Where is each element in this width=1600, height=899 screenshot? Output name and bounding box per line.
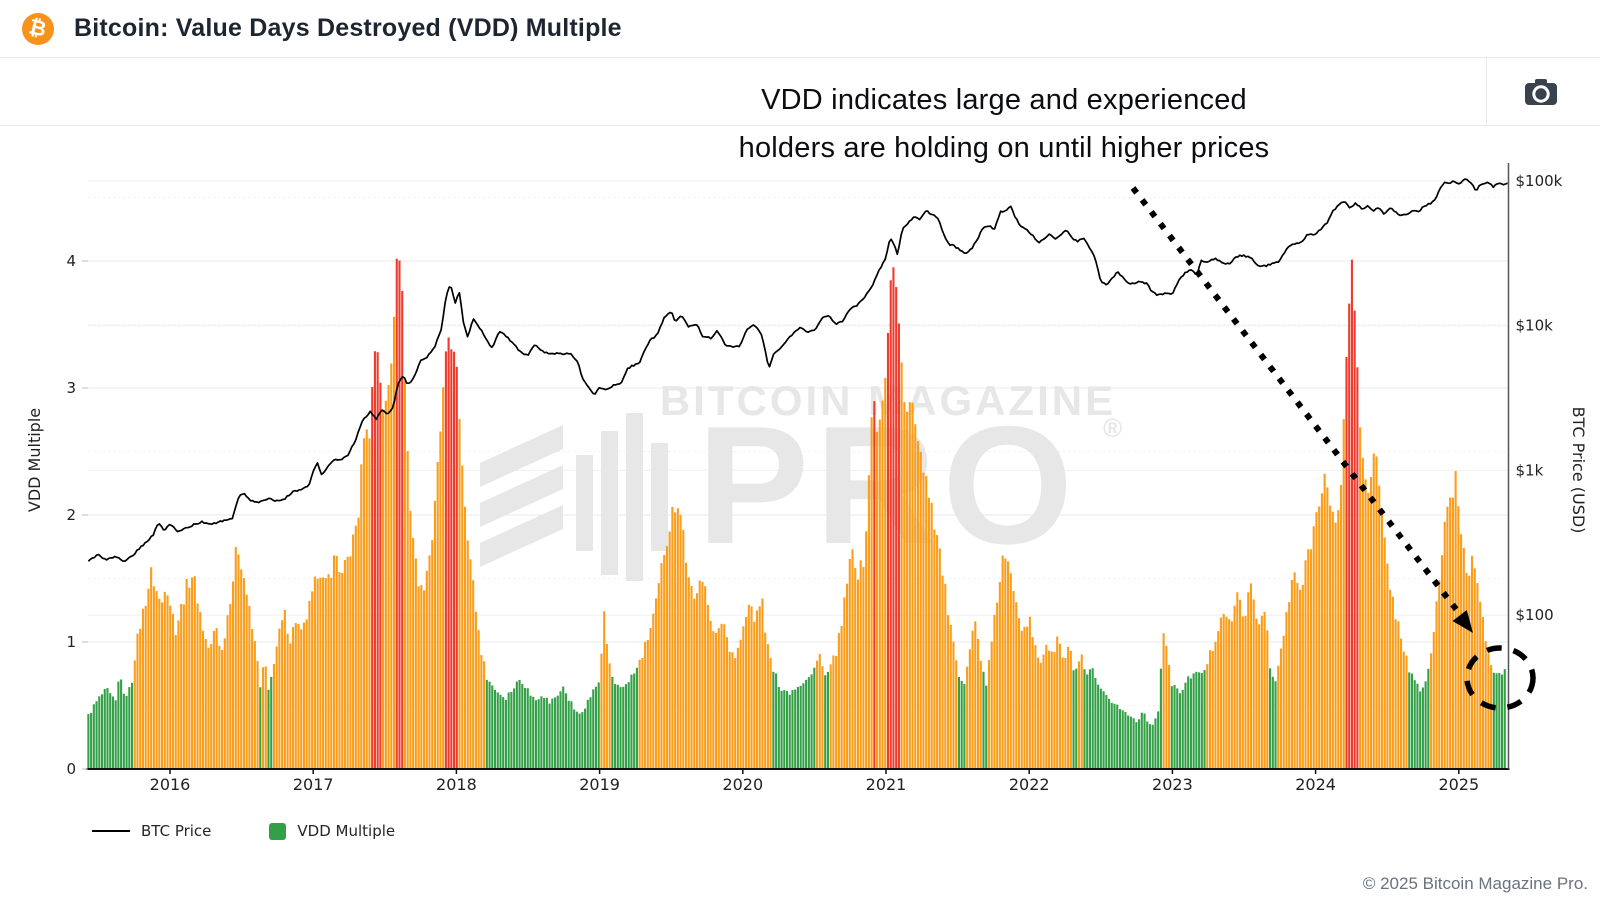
- annotation-line-2: holders are holding on until higher pric…: [738, 132, 1270, 164]
- right-axis-tick-label: $1k: [1515, 461, 1543, 479]
- left-axis-tick-label: 1: [66, 633, 76, 651]
- annotation-circle: [1464, 645, 1536, 711]
- annotation-line-1: VDD indicates large and experienced: [761, 84, 1247, 116]
- page-header: ₿ Bitcoin: Value Days Destroyed (VDD) Mu…: [0, 0, 1600, 58]
- chart-annotation-text: VDD indicates large and experienced hold…: [604, 76, 1404, 172]
- right-axis-tick-label: $10k: [1515, 317, 1553, 335]
- legend-label: VDD Multiple: [297, 822, 396, 840]
- legend-item-btc-price: BTC Price: [92, 822, 211, 840]
- legend-label: BTC Price: [141, 822, 212, 840]
- legend-item-vdd-multiple: VDD Multiple: [269, 822, 395, 840]
- bitcoin-logo-icon: ₿: [22, 12, 54, 45]
- left-axis-tick-label: 4: [66, 252, 76, 270]
- x-axis-tick-label: 2017: [293, 775, 334, 794]
- right-axis-tick-label: $100k: [1515, 172, 1562, 190]
- bitcoin-glyph: ₿: [27, 14, 50, 42]
- axes: [86, 163, 1510, 770]
- left-axis-tick-label: 2: [66, 506, 76, 524]
- x-axis-tick-label: 2018: [436, 775, 477, 794]
- svg-text:®: ®: [1103, 413, 1122, 443]
- left-axis-tick-label: 3: [66, 379, 76, 397]
- x-axis-tick-label: 2025: [1438, 775, 1479, 794]
- x-axis-tick-label: 2022: [1009, 775, 1050, 794]
- toolbar: [0, 58, 1600, 126]
- left-axis-tick-label: 0: [66, 760, 76, 778]
- x-axis-tick-label: 2016: [150, 775, 191, 794]
- camera-icon: [1525, 79, 1557, 105]
- svg-text:BITCOIN MAGAZINE: BITCOIN MAGAZINE: [660, 377, 1116, 424]
- x-axis-tick-label: 2021: [866, 775, 907, 794]
- bitcoin-magazine-pro-watermark: BITCOIN MAGAZINEPRO®: [480, 377, 1122, 581]
- right-axis-tick-label: $100: [1515, 606, 1553, 624]
- x-axis-tick-label: 2020: [722, 775, 763, 794]
- copyright-text: © 2025 Bitcoin Magazine Pro.: [1362, 874, 1588, 893]
- x-axis-tick-label: 2023: [1152, 775, 1193, 794]
- x-axis-tick-label: 2024: [1295, 775, 1336, 794]
- vdd-multiple-swatch: [269, 822, 287, 840]
- vdd-multiple-bars: [87, 258, 1506, 769]
- vdd-multiple-chart: BITCOIN MAGAZINEPRO®20162017201820192020…: [25, 163, 1588, 794]
- page-title: Bitcoin: Value Days Destroyed (VDD) Mult…: [74, 14, 622, 42]
- btc-price-line: [87, 178, 1508, 563]
- btc-price-line-swatch: [92, 830, 130, 832]
- annotation-arrow: [1130, 186, 1462, 615]
- chart-legend: BTC Price VDD Multiple: [92, 822, 395, 840]
- toolbar-divider: [1486, 58, 1487, 125]
- annotation-arrowhead: [1452, 610, 1473, 633]
- x-axis-tick-label: 2019: [579, 775, 620, 794]
- screenshot-camera-button[interactable]: [1518, 74, 1564, 110]
- left-axis-title: VDD Multiple: [25, 408, 44, 512]
- right-axis-title: BTC Price (USD): [1569, 407, 1588, 534]
